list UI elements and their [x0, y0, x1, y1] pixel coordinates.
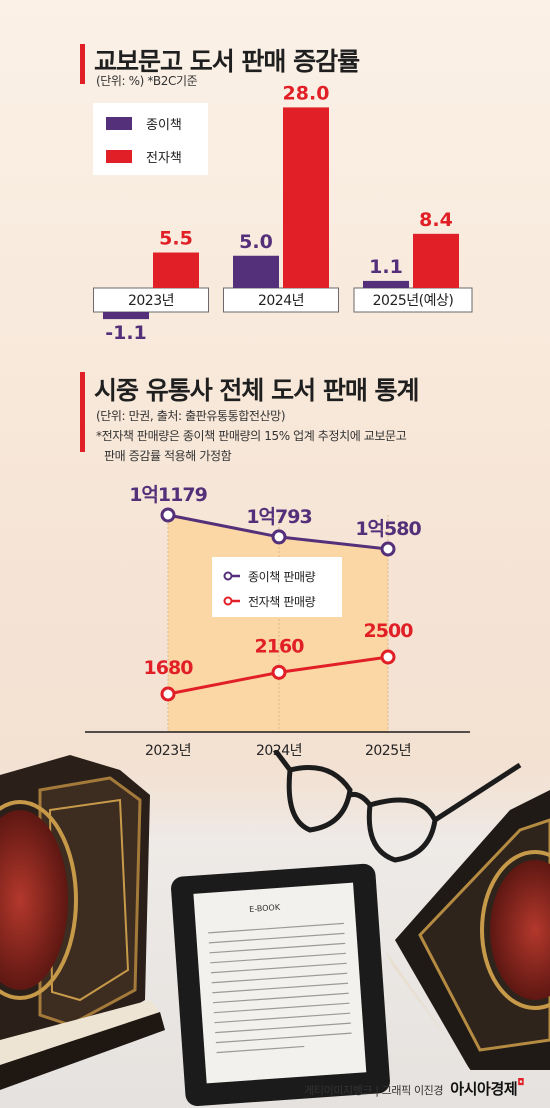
bar-legend-swatch-1 [106, 117, 132, 130]
bar-legend-swatch-2 [106, 150, 132, 163]
category-box [353, 287, 473, 313]
point-paper [271, 529, 287, 545]
antique-book-left-icon [0, 755, 165, 1090]
line-legend-marker-1 [223, 571, 233, 581]
line-chart-assumption-note: *전자책 판매량은 종이책 판매량의 15% 업계 추정치에 교보문고 [96, 429, 407, 443]
glasses-icon [273, 750, 522, 863]
bar-paper [103, 312, 149, 320]
line-chart-assumption-note-2: 판매 증감률 적용해 가정함 [104, 449, 232, 463]
footer-credit: 게티이미지뱅크 | 그래픽 이진경 아시아경제◘ [304, 1078, 524, 1099]
point-label-paper: 1억793 [246, 506, 311, 528]
bar-legend-label-2: 전자책 [146, 151, 182, 166]
point-label-paper: 1억1179 [129, 484, 207, 506]
point-label-ebook: 2500 [364, 620, 414, 642]
bar-legend-label-1: 종이책 [146, 118, 182, 133]
point-paper [380, 541, 396, 557]
line-legend-marker-2 [223, 596, 233, 606]
line-legend-label-1: 종이책 판매량 [248, 569, 316, 584]
bar-value-label: 1.1 [369, 256, 403, 278]
point-label-ebook: 1680 [144, 657, 194, 679]
bar-value-label: 5.5 [159, 228, 193, 250]
bar-value-label: 28.0 [283, 82, 330, 104]
books-and-ebook-photo: E-BOOK [0, 750, 550, 1108]
category-label: 2023년 [128, 293, 174, 309]
line-chart-shaded-area [168, 515, 388, 732]
line-chart-title: 시중 유통사 전체 도서 판매 통계 [94, 376, 420, 405]
bar-chart-title: 교보문고 도서 판매 증감률 [94, 47, 360, 76]
bar-value-label: -1.1 [105, 322, 147, 344]
credit-text: 게티이미지뱅크 | 그래픽 이진경 [304, 1084, 444, 1097]
bar-value-label: 5.0 [239, 231, 273, 253]
point-ebook [380, 649, 396, 665]
brand-logo: 아시아경제 [450, 1080, 518, 1098]
point-label-paper: 1억580 [355, 518, 421, 540]
bar-ebook [413, 233, 459, 288]
bar-ebook [153, 252, 199, 288]
category-box [223, 287, 339, 313]
section1-accent-bar [80, 44, 85, 84]
bar-paper [363, 280, 409, 288]
bar-value-label: 8.4 [419, 209, 453, 231]
point-ebook [271, 664, 287, 680]
line-legend-label-2: 전자책 판매량 [248, 594, 316, 609]
bar-chart-unit-note: (단위: %) *B2C기준 [96, 74, 198, 88]
category-label: 2024년 [258, 293, 304, 309]
line-chart-source-note: (단위: 만권, 출처: 출판유통통합전산망) [96, 409, 286, 423]
antique-book-right-icon [385, 790, 550, 1080]
bar-ebook [283, 107, 329, 289]
point-ebook [160, 686, 176, 702]
ebook-screen-label: E-BOOK [249, 903, 281, 914]
bar-paper [233, 255, 279, 288]
point-paper [160, 507, 176, 523]
section2-accent-bar [80, 372, 85, 452]
brand-mark-icon: ◘ [517, 1078, 524, 1088]
line-legend-box [212, 557, 342, 617]
category-box [93, 287, 209, 313]
category-label: 2025년(예상) [373, 293, 454, 309]
ebook-reader-icon: E-BOOK [171, 863, 390, 1107]
point-label-ebook: 2160 [255, 635, 305, 657]
